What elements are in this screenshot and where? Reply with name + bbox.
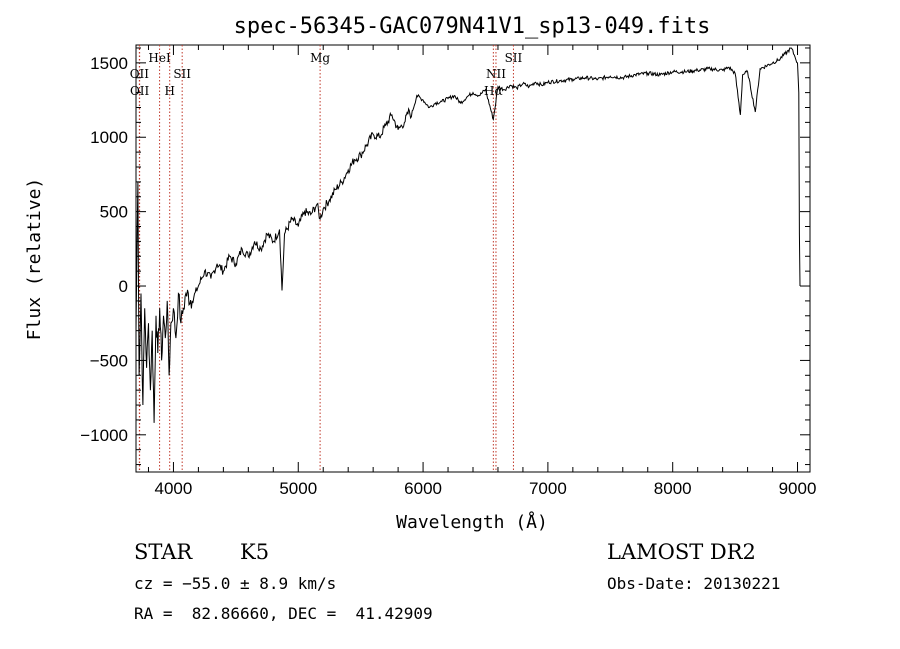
x-axis-label: Wavelength (Å) <box>396 511 548 533</box>
y-tick-label: 0 <box>119 277 128 296</box>
spectral-line-label: SII <box>505 51 523 65</box>
spectral-line-label: Mg <box>310 51 330 65</box>
spectral-line-label: NII <box>486 67 506 81</box>
spectral-line-label: SII <box>173 67 191 81</box>
axis-ticks: 4000 5000 6000 7000 8000 9000 −1000 −500 0 500 100… <box>80 45 816 498</box>
spectral-line-label: OII <box>130 84 150 98</box>
survey-release: LAMOST DR2 <box>607 540 756 564</box>
x-tick-label: 4000 <box>155 479 193 498</box>
x-tick-label: 6000 <box>404 479 442 498</box>
y-axis-label: Flux (relative) <box>24 178 45 341</box>
x-tick-label: 8000 <box>654 479 692 498</box>
spectral-line-label: HeI <box>148 51 171 65</box>
y-tick-label: −1000 <box>80 426 128 445</box>
y-tick-label: 500 <box>100 203 128 222</box>
spectrum-series-line <box>135 47 801 423</box>
object-class: STAR <box>134 540 193 564</box>
y-tick-label: 1000 <box>90 128 128 147</box>
x-tick-label: 9000 <box>779 479 817 498</box>
x-tick-label: 5000 <box>279 479 317 498</box>
observation-date: Obs-Date: 20130221 <box>607 574 781 593</box>
chart-title: spec-56345-GAC079N41V1_sp13-049.fits <box>234 14 711 39</box>
coordinates: RA = 82.86660, DEC = 41.42909 <box>134 604 433 623</box>
x-tick-label: 7000 <box>529 479 567 498</box>
y-tick-label: −500 <box>90 351 128 370</box>
spectral-subclass: K5 <box>240 540 270 564</box>
spectral-line-label: H <box>164 84 174 98</box>
y-tick-label: 1500 <box>90 54 128 73</box>
redshift-velocity: cz = −55.0 ± 8.9 km/s <box>134 574 337 593</box>
